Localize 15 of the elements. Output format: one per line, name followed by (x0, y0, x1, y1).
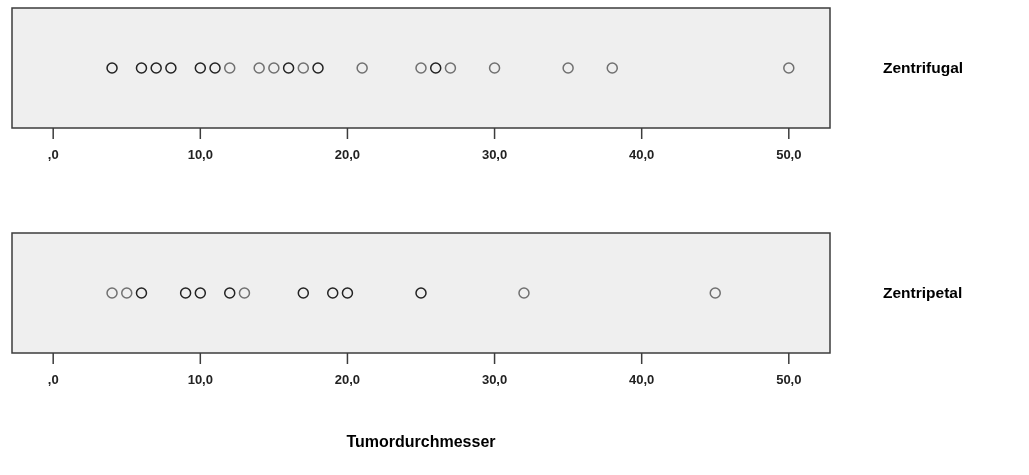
x-tick-label: 50,0 (776, 147, 802, 162)
x-tick-label: 10,0 (187, 372, 213, 387)
x-tick-label: 40,0 (629, 147, 655, 162)
y-tick-label: Zentrifugal (883, 59, 964, 77)
x-tick-label: 30,0 (481, 147, 508, 162)
x-tick-label: 20,0 (334, 372, 361, 387)
x-tick-label: 50,0 (776, 372, 802, 387)
x-tick-label: 30,0 (481, 372, 508, 387)
x-tick-label: 10,0 (187, 147, 213, 162)
x-tick-label: 20,0 (334, 147, 361, 162)
y-tick-label: Zentripetal (883, 284, 963, 302)
x-tick-label: ,0 (47, 372, 59, 387)
x-tick-label: 40,0 (629, 372, 655, 387)
x-axis-title: Tumordurchmesser (346, 433, 496, 450)
x-tick-label: ,0 (47, 147, 59, 162)
